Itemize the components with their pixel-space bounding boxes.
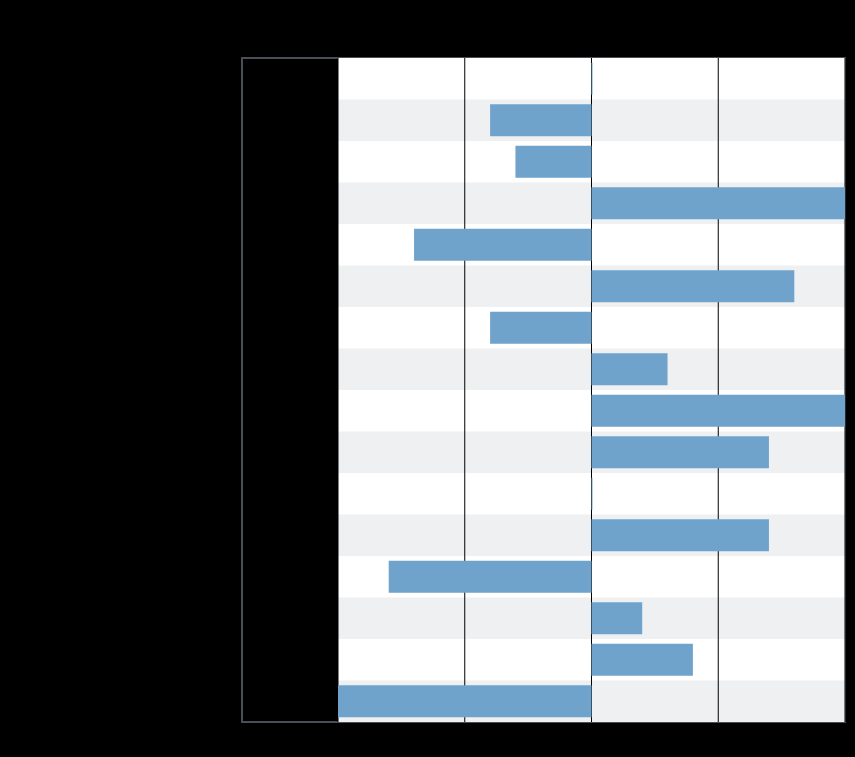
x-tick-label: 2 (842, 730, 849, 744)
bar (591, 477, 593, 510)
bar (591, 436, 769, 469)
bar (591, 187, 845, 220)
bar (591, 353, 668, 386)
bar (515, 145, 592, 178)
bar (388, 560, 592, 593)
x-tick-label: 0 (588, 730, 595, 744)
x-tick-label: 1 (715, 730, 722, 744)
bar (490, 311, 592, 344)
bar (338, 685, 592, 718)
x-tick-label: -1 (459, 730, 470, 744)
bar (591, 62, 593, 95)
bar (591, 519, 769, 552)
bar (414, 228, 592, 261)
bar (591, 394, 845, 427)
bar (591, 643, 693, 676)
bar (591, 270, 795, 303)
bar (490, 104, 592, 137)
x-tick-label: -2 (333, 730, 344, 744)
bar (591, 602, 643, 635)
